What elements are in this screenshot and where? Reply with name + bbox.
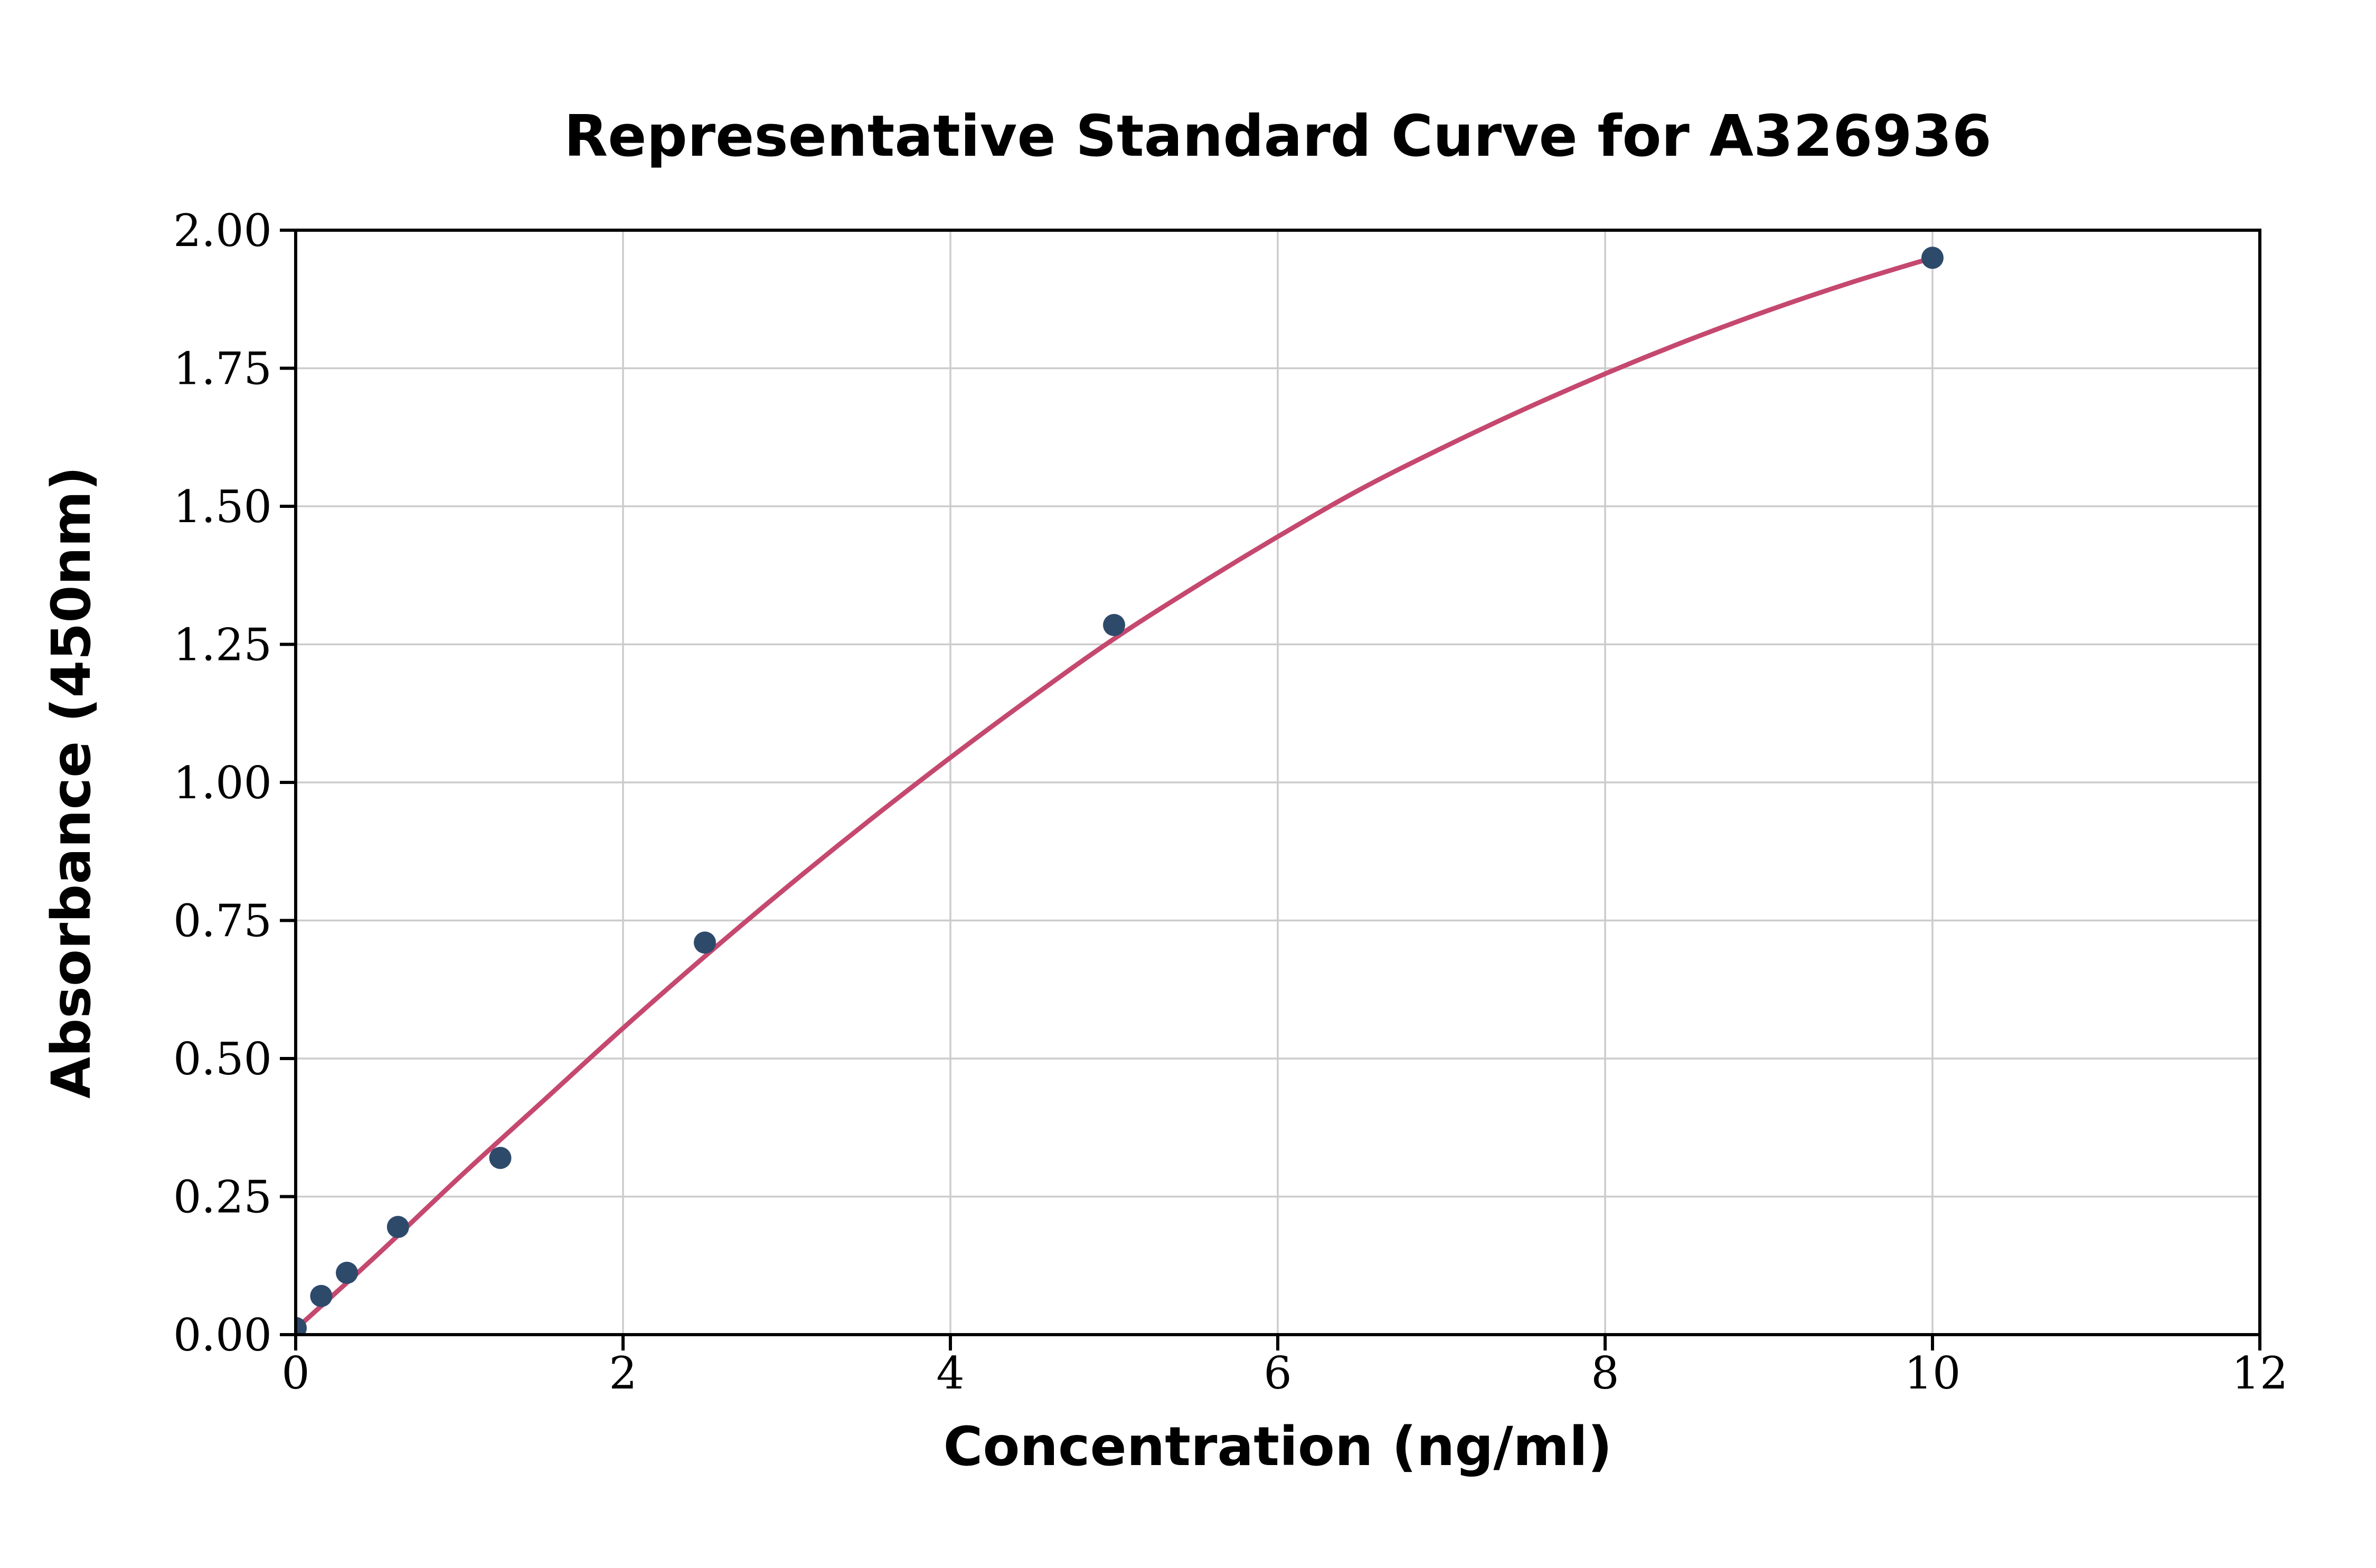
y-tick-label: 1.50 (173, 481, 272, 533)
fit-curve-layer (296, 255, 1935, 1332)
x-tick-label: 4 (936, 1347, 964, 1399)
x-tick-label: 12 (2232, 1347, 2288, 1399)
y-tick-label: 0.50 (173, 1033, 272, 1085)
data-point-marker (1921, 247, 1944, 269)
data-point-marker (694, 931, 716, 954)
x-tick-labels: 0 2 4 6 8 10 12 (281, 1347, 2288, 1399)
y-tick-label: 0.25 (173, 1172, 272, 1223)
y-tick-label: 0.75 (173, 895, 272, 947)
y-axis-label: Absorbance (450nm) (40, 466, 103, 1099)
y-tick-label: 1.75 (173, 343, 272, 395)
data-points-layer (296, 247, 1944, 1335)
data-point-marker (489, 1147, 512, 1169)
x-tick-label: 0 (281, 1347, 309, 1399)
data-point-marker (296, 1317, 307, 1335)
y-tick-label: 2.00 (173, 205, 272, 257)
y-tick-label: 0.00 (173, 1309, 272, 1361)
x-tick-label: 10 (1904, 1347, 1961, 1399)
data-point-marker (336, 1261, 359, 1284)
x-tick-label: 8 (1591, 1347, 1619, 1399)
y-tick-labels: 0.00 0.25 0.50 0.75 1.00 1.25 1.50 1.75 2.00 (173, 205, 272, 1361)
x-axis-label: Concentration (ng/ml) (944, 1415, 1613, 1478)
data-point-marker (310, 1284, 333, 1307)
chart-title: Representative Standard Curve for A32693… (564, 103, 1992, 169)
y-tick-label: 1.00 (173, 757, 272, 809)
data-point-marker (386, 1216, 409, 1239)
axis-ticks (280, 229, 2261, 1350)
y-tick-label: 1.25 (173, 619, 272, 671)
data-point-marker (1103, 613, 1125, 636)
x-tick-label: 6 (1264, 1347, 1291, 1399)
fitted-curve (296, 255, 1935, 1332)
x-tick-label: 2 (609, 1347, 637, 1399)
